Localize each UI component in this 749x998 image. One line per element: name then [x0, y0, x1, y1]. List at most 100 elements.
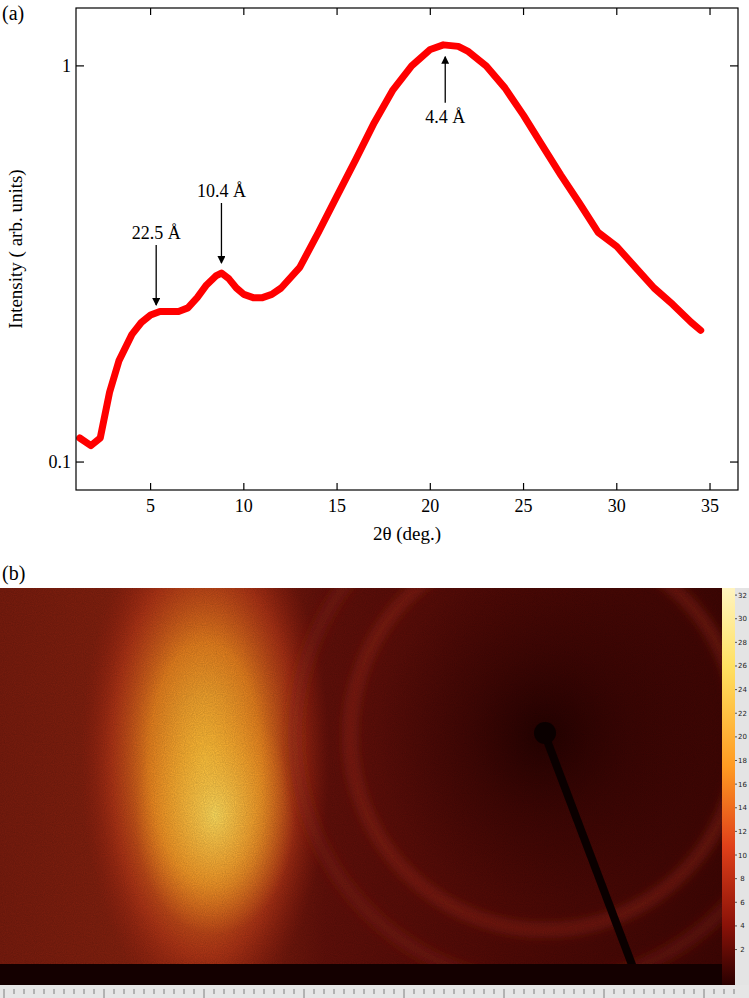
ruler-tick [574, 989, 575, 994]
ruler-tick [644, 989, 645, 994]
ruler-tick [244, 989, 245, 994]
ruler-tick [604, 989, 605, 998]
ruler-tick [634, 989, 635, 994]
ruler-tick [304, 989, 305, 998]
ruler-tick [624, 989, 625, 994]
canvas: (a)51015202530350.112θ (deg.)Intensity (… [0, 0, 749, 998]
ruler-tick [4, 989, 5, 998]
ruler-tick [404, 989, 405, 998]
x-tick-top [336, 8, 337, 15]
ruler-tick [354, 989, 355, 994]
x-tick [616, 483, 617, 490]
x-tick-label: 10 [235, 496, 253, 516]
ruler-tick [524, 989, 525, 994]
y-tick-right [730, 65, 738, 66]
ruler [0, 985, 749, 998]
ruler-tick [474, 989, 475, 994]
colorbar-tick-label: 2 [740, 946, 744, 954]
colorbar-tick [735, 736, 737, 737]
ruler-tick [464, 989, 465, 994]
x-tick-top [150, 8, 151, 15]
ruler-tick [514, 989, 515, 994]
colorbar-tick-label: 18 [738, 757, 747, 765]
x-axis-title: 2θ (deg.) [373, 523, 441, 545]
colorbar-tick-label: 8 [740, 875, 744, 883]
ruler-tick [274, 989, 275, 994]
ruler-tick [704, 989, 705, 998]
ruler-tick [164, 989, 165, 994]
colorbar-tick-label: 16 [738, 781, 747, 789]
ruler-tick [44, 989, 45, 994]
ruler-tick [144, 989, 145, 994]
x-tick-label: 30 [608, 496, 626, 516]
plot-frame [76, 8, 738, 490]
annotation-label: 22.5 Å [132, 223, 181, 243]
colorbar-tick [735, 713, 737, 714]
image-background [0, 588, 722, 985]
x-tick [243, 483, 244, 490]
ruler-tick [184, 989, 185, 994]
colorbar-tick-label: 30 [738, 615, 747, 623]
ruler-tick [494, 989, 495, 994]
ruler-tick [234, 989, 235, 994]
ruler-tick [134, 989, 135, 994]
beam-stop-arm [545, 735, 634, 970]
ruler-tick [64, 989, 65, 994]
colorbar-tick-label: 4 [740, 922, 745, 930]
ruler-tick [454, 989, 455, 994]
colorbar-tick [735, 925, 737, 926]
colorbar-tick [735, 760, 737, 761]
ruler-tick [24, 989, 25, 994]
annotation-arrow [445, 57, 446, 103]
colorbar-tick-label: 6 [740, 899, 745, 907]
colorbar [722, 588, 735, 985]
beam-stop [534, 722, 556, 744]
colorbar-tick [735, 902, 737, 903]
ruler-tick [414, 989, 415, 994]
annotation-label: 10.4 Å [197, 181, 246, 201]
ruler-tick [694, 989, 695, 994]
colorbar-tick [735, 949, 737, 950]
colorbar-tick-label: 28 [738, 639, 747, 647]
image-noise [0, 588, 722, 985]
ruler-tick [194, 989, 195, 994]
ruler-tick [224, 989, 225, 994]
ruler-tick [734, 989, 735, 994]
x-tick [430, 483, 431, 490]
colorbar-tick-label: 22 [738, 710, 747, 718]
plot-area [80, 45, 701, 446]
colorbar-tick-label: 26 [738, 662, 747, 670]
x-tick [150, 483, 151, 490]
colorbar-tick-label: 32 [738, 592, 747, 600]
ruler-tick [54, 989, 55, 994]
x-tick-top [523, 8, 524, 15]
ruler-tick [154, 989, 155, 994]
x-tick-top [709, 8, 710, 15]
colorbar-tick-label: 20 [738, 733, 747, 741]
ruler-tick [684, 989, 685, 994]
ruler-tick [294, 989, 295, 994]
ruler-tick [564, 989, 565, 994]
y-tick-right [730, 461, 738, 462]
detector-edge [0, 964, 722, 985]
y-tick-label: 0.1 [49, 452, 72, 472]
colorbar-tick [735, 665, 737, 666]
x-tick-top [243, 8, 244, 15]
x-tick-label: 5 [146, 496, 155, 516]
ruler-tick [674, 989, 675, 994]
panel-label: (a) [2, 2, 24, 25]
ruler-tick [94, 989, 95, 994]
x-tick [523, 483, 524, 490]
ruler-tick [104, 989, 105, 998]
figure: (a)51015202530350.112θ (deg.)Intensity (… [0, 0, 749, 998]
detector-image [0, 588, 722, 985]
ruler-tick [114, 989, 115, 994]
colorbar-tick [735, 784, 737, 785]
ruler-tick [384, 989, 385, 994]
ruler-tick [584, 989, 585, 994]
colorbar-tick-label: 10 [738, 852, 747, 860]
colorbar-tick [735, 595, 737, 596]
colorbar-tick [735, 855, 737, 856]
ruler-tick [544, 989, 545, 994]
ruler-tick [84, 989, 85, 994]
